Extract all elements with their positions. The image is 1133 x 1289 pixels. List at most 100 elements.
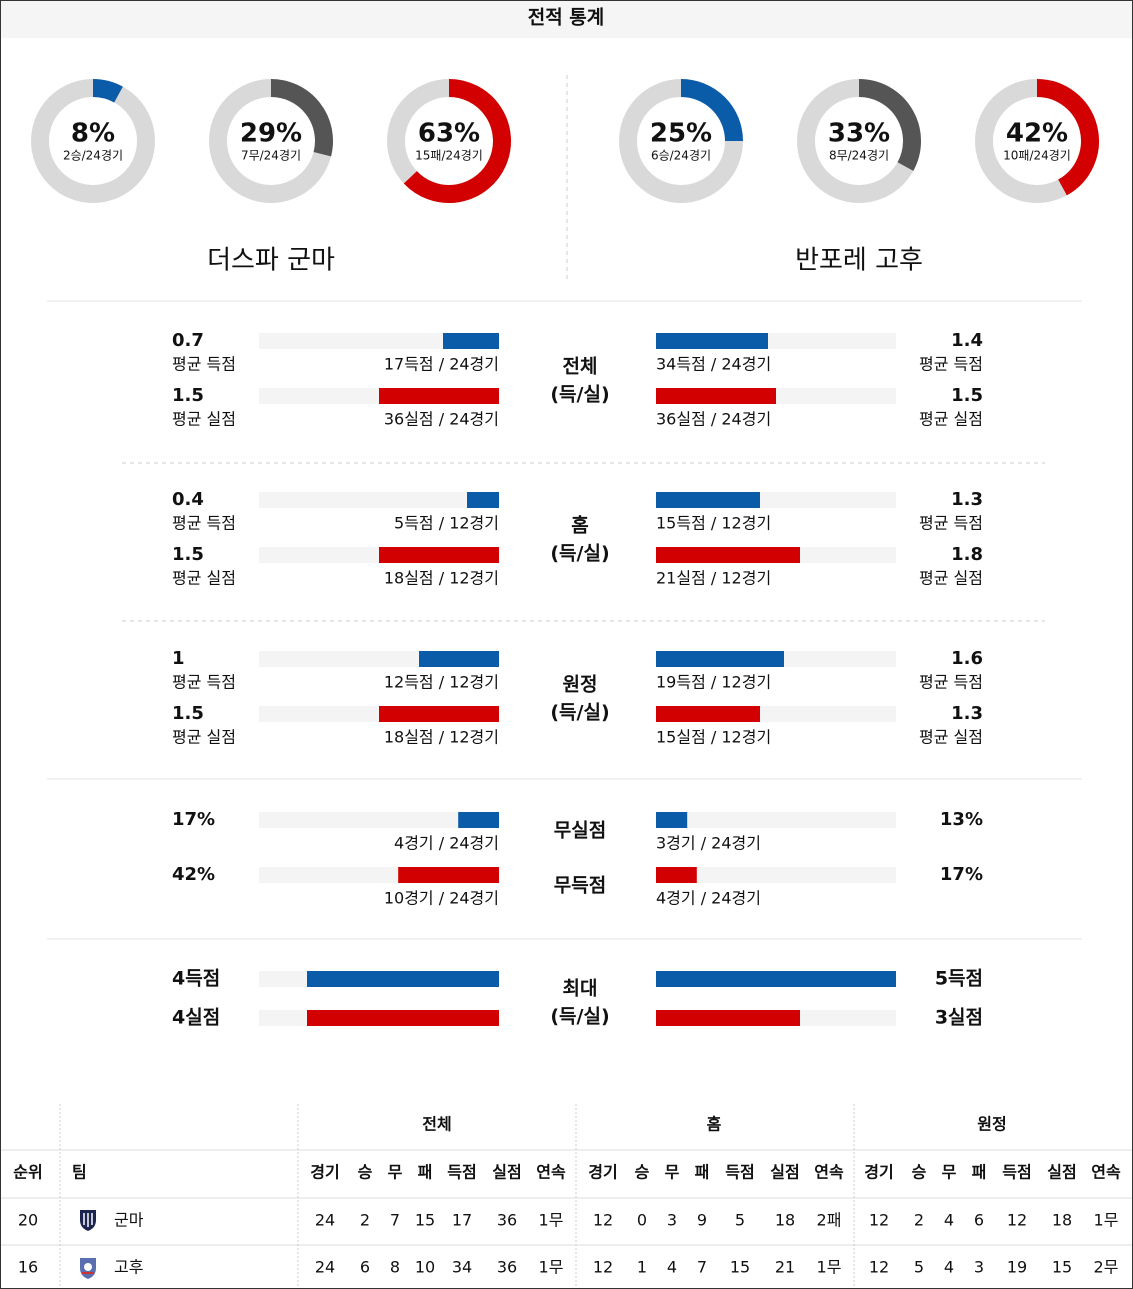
table-header: 실점 — [770, 1163, 799, 1182]
donut-detail: 15패/24경기 — [415, 149, 483, 163]
table-cell: 16 — [18, 1258, 38, 1277]
bar-track — [259, 812, 499, 828]
bar — [656, 333, 768, 349]
table-header: 연속 — [814, 1163, 844, 1182]
table-header: 패 — [972, 1163, 987, 1182]
table-cell: 6 — [974, 1211, 984, 1230]
bar — [379, 706, 499, 722]
stat-label: 평균 실점 — [172, 569, 236, 588]
table-cell: 2무 — [1094, 1258, 1119, 1277]
table-group: 전체 — [422, 1115, 451, 1134]
bar — [467, 492, 499, 508]
table-cell: 4 — [944, 1258, 954, 1277]
table-cell: 19 — [1007, 1258, 1027, 1277]
donut-arc — [858, 79, 921, 171]
table-cell: 21 — [775, 1258, 795, 1277]
stat-label: 평균 득점 — [919, 355, 983, 374]
stat-label: 평균 득점 — [919, 673, 983, 692]
bar-track — [259, 333, 499, 349]
table-header: 실점 — [492, 1163, 521, 1182]
table-cell: 3 — [667, 1211, 677, 1230]
section-title: 홈 — [571, 514, 588, 537]
table-cell: 3 — [974, 1258, 984, 1277]
stat-detail: 19득점 / 12경기 — [656, 673, 771, 692]
table-cell: 10 — [415, 1258, 435, 1277]
bar — [307, 1010, 499, 1026]
table-cell: 18 — [1052, 1211, 1072, 1230]
table-cell: 4 — [667, 1258, 677, 1277]
donut-percent: 8% — [71, 119, 115, 149]
bar — [656, 971, 896, 987]
table-header: 승 — [358, 1163, 373, 1182]
stat-value: 1.5 — [951, 385, 983, 406]
table-header: 경기 — [588, 1163, 617, 1182]
donut-percent: 63% — [418, 119, 480, 149]
donut-arc — [92, 79, 123, 103]
stat-detail: 10경기 / 24경기 — [384, 889, 499, 908]
table-cell: 20 — [18, 1211, 38, 1230]
stat-detail: 34득점 / 24경기 — [656, 355, 771, 374]
stat-value: 1.8 — [951, 544, 983, 565]
stat-label: 평균 득점 — [172, 514, 236, 533]
section-title: 전체 — [563, 356, 598, 378]
table-cell: 6 — [360, 1258, 370, 1277]
stat-detail: 15득점 / 12경기 — [656, 514, 771, 533]
stat-detail: 18실점 / 12경기 — [384, 569, 499, 588]
donut-detail: 2승/24경기 — [63, 149, 123, 163]
table-header: 무 — [942, 1163, 957, 1182]
table-cell: 1 — [637, 1258, 647, 1277]
team-name: 더스파 군마 — [207, 246, 335, 276]
table-cell: 12 — [593, 1258, 613, 1277]
table-cell: 8 — [390, 1258, 400, 1277]
header-title: 전적 통계 — [528, 7, 605, 29]
stat-label: 평균 득점 — [919, 514, 983, 533]
table-cell: 1무 — [1094, 1211, 1119, 1230]
bar — [656, 812, 688, 828]
table-cell: 2 — [360, 1211, 370, 1230]
donut-arc — [1036, 79, 1099, 196]
table-cell: 12 — [1007, 1211, 1027, 1230]
bar — [398, 867, 499, 883]
stat-value: 1.5 — [172, 703, 204, 724]
section-title: (득/실) — [550, 543, 609, 565]
table-cell: 1무 — [817, 1258, 842, 1277]
stat-detail: 21실점 / 12경기 — [656, 569, 771, 588]
stat-label: 평균 실점 — [919, 569, 983, 588]
stat-detail: 36실점 / 24경기 — [384, 410, 499, 429]
bar — [656, 1010, 800, 1026]
section-title: (득/실) — [550, 384, 609, 406]
section-title: (득/실) — [550, 1006, 609, 1028]
table-cell: 12 — [593, 1211, 613, 1230]
stat-value: 0.7 — [172, 330, 204, 351]
bar — [656, 651, 784, 667]
bar — [656, 867, 697, 883]
donut-percent: 29% — [240, 119, 302, 149]
table-cell: 36 — [497, 1211, 517, 1230]
table-cell: 5 — [914, 1258, 924, 1277]
donut-detail: 10패/24경기 — [1003, 149, 1071, 163]
table-cell: 5 — [735, 1211, 745, 1230]
row-title: 무실점 — [554, 820, 606, 842]
table-header: 득점 — [725, 1163, 754, 1182]
table-cell: 15 — [1052, 1258, 1072, 1277]
table-cell: 15 — [415, 1211, 435, 1230]
stat-label: 평균 득점 — [172, 355, 236, 374]
donut-percent: 42% — [1006, 119, 1068, 149]
donut-arc — [270, 79, 333, 157]
table-cell: 1무 — [539, 1211, 564, 1230]
section-title: 최대 — [563, 978, 598, 1000]
section-title: 원정 — [563, 674, 598, 696]
header-bar — [0, 0, 1133, 38]
table-cell: 36 — [497, 1258, 517, 1277]
stat-value: 1.4 — [951, 330, 983, 351]
table-cell: 18 — [775, 1211, 795, 1230]
table-header: 무 — [665, 1163, 680, 1182]
bar — [419, 651, 499, 667]
table-header: 연속 — [1091, 1163, 1121, 1182]
table-header: 패 — [418, 1163, 433, 1182]
table-header: 득점 — [1002, 1163, 1031, 1182]
table-cell: 0 — [637, 1211, 647, 1230]
table-header: 경기 — [310, 1163, 339, 1182]
table-cell: 2패 — [817, 1211, 842, 1230]
